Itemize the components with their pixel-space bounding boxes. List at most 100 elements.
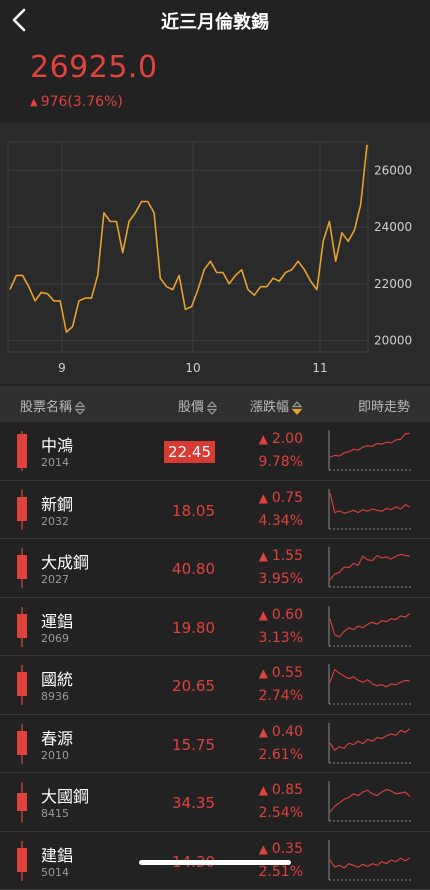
stock-price: 34.35 — [172, 794, 215, 812]
sparkline — [330, 613, 410, 636]
stock-price: 19.80 — [172, 619, 215, 637]
stock-name: 運錩 — [41, 608, 73, 632]
up-triangle-icon: ▲ — [259, 666, 272, 680]
up-triangle-icon: ▲ — [259, 491, 272, 505]
candlestick-icon — [14, 430, 30, 472]
column-change-label: 漲跌幅 — [250, 400, 289, 415]
stock-name: 國統 — [41, 666, 73, 690]
sparkline-chart — [327, 779, 413, 823]
sparkline-chart — [327, 545, 413, 589]
stock-price: 20.65 — [172, 677, 215, 695]
stock-name: 新鋼 — [41, 491, 73, 515]
stock-change-percent: 3.95% — [259, 571, 303, 587]
candlestick-icon — [14, 606, 30, 648]
stock-price: 22.45 — [164, 441, 215, 463]
stock-code: 2069 — [41, 632, 69, 645]
stock-change: ▲ 0.40 — [259, 724, 303, 740]
up-triangle-icon: ▲ — [259, 608, 272, 622]
up-triangle-icon: ▲ — [259, 783, 272, 797]
sparkline — [330, 728, 410, 750]
x-tick-label: 10 — [185, 361, 200, 375]
candlestick-icon — [14, 723, 30, 765]
price-change-value: 976(3.76%) — [41, 94, 123, 110]
stock-change-value: 0.40 — [272, 724, 303, 740]
stock-name: 建錩 — [41, 842, 73, 866]
stock-code: 8415 — [41, 807, 69, 820]
nav-header: 近三月倫敦錫 — [0, 0, 430, 40]
stock-change-percent: 2.51% — [259, 864, 303, 880]
y-tick-label: 24000 — [374, 220, 412, 234]
stock-change: ▲ 0.35 — [259, 841, 303, 857]
up-triangle-icon: ▲ — [259, 432, 272, 446]
stock-change-percent: 2.54% — [259, 805, 303, 821]
y-tick-label: 26000 — [374, 163, 412, 177]
price-change: ▲976(3.76%) — [30, 94, 123, 110]
sort-icon — [75, 401, 85, 415]
sparkline — [330, 433, 410, 457]
stock-change-value: 1.55 — [272, 548, 303, 564]
sparkline — [330, 492, 410, 513]
stock-name: 春源 — [41, 725, 73, 749]
column-name-header[interactable]: 股票名稱 — [20, 396, 85, 415]
price-line — [10, 145, 367, 332]
stock-change: ▲ 2.00 — [259, 431, 303, 447]
up-triangle-icon: ▲ — [30, 97, 38, 108]
stock-change-value: 0.35 — [272, 841, 303, 857]
column-price-label: 股價 — [178, 400, 204, 415]
price-chart: 26000 24000 22000 20000 9 10 11 — [0, 122, 430, 384]
stock-change-value: 0.55 — [272, 665, 303, 681]
stock-price: 15.75 — [172, 736, 215, 754]
column-trend-header: 即時走勢 — [358, 396, 410, 415]
stock-change-value: 0.60 — [272, 607, 303, 623]
column-header: 股票名稱 股價 漲跌幅 即時走勢 — [0, 386, 430, 422]
candlestick-icon — [14, 840, 30, 882]
stock-change-percent: 2.74% — [259, 688, 303, 704]
stock-price: 18.05 — [172, 502, 215, 520]
sparkline-chart — [327, 662, 413, 706]
stock-change: ▲ 0.55 — [259, 665, 303, 681]
candlestick-icon — [14, 781, 30, 823]
sparkline — [330, 858, 410, 868]
column-change-header[interactable]: 漲跌幅 — [250, 396, 302, 415]
stock-name: 中鴻 — [41, 432, 73, 456]
stock-change-percent: 9.78% — [259, 454, 303, 470]
up-triangle-icon: ▲ — [259, 725, 272, 739]
stock-change: ▲ 0.75 — [259, 490, 303, 506]
sparkline — [330, 790, 410, 812]
candlestick-icon — [14, 547, 30, 589]
stock-change-value: 0.85 — [272, 782, 303, 798]
up-triangle-icon: ▲ — [259, 842, 272, 856]
y-tick-label: 20000 — [374, 334, 412, 348]
price-chart-svg: 26000 24000 22000 20000 9 10 11 — [0, 122, 430, 384]
sparkline — [330, 670, 410, 687]
column-name-label: 股票名稱 — [20, 400, 72, 415]
stock-change-percent: 3.13% — [259, 630, 303, 646]
candlestick-icon — [14, 489, 30, 531]
stock-change-value: 2.00 — [272, 431, 303, 447]
current-price: 26925.0 — [30, 50, 158, 85]
x-tick-label: 9 — [58, 361, 66, 375]
sort-icon — [207, 401, 217, 415]
stock-code: 2010 — [41, 749, 69, 762]
stock-code: 5014 — [41, 866, 69, 879]
sparkline-chart — [327, 721, 413, 765]
stock-code: 2014 — [41, 456, 69, 469]
column-price-header[interactable]: 股價 — [178, 396, 217, 415]
stock-code: 8936 — [41, 690, 69, 703]
stock-change: ▲ 1.55 — [259, 548, 303, 564]
stock-price: 40.80 — [172, 560, 215, 578]
x-tick-label: 11 — [312, 361, 327, 375]
stock-change: ▲ 0.85 — [259, 782, 303, 798]
stock-code: 2032 — [41, 515, 69, 528]
home-indicator[interactable] — [139, 860, 291, 865]
y-tick-label: 22000 — [374, 277, 412, 291]
page-title: 近三月倫敦錫 — [0, 8, 430, 34]
